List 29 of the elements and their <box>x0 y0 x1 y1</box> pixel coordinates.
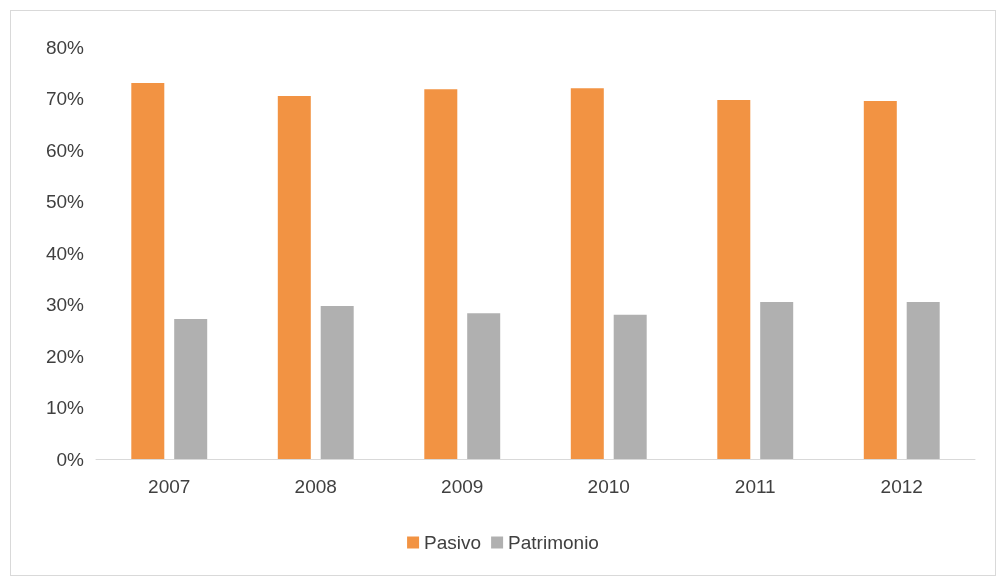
bar <box>863 101 897 459</box>
x-tick-label: 2008 <box>294 476 337 497</box>
bar <box>467 313 501 459</box>
y-tick-label: 0% <box>56 448 85 470</box>
y-tick-label: 20% <box>45 345 85 367</box>
y-tick-label: 70% <box>45 88 85 109</box>
x-tick-label: 2009 <box>441 476 484 497</box>
bar <box>717 100 751 459</box>
y-tick-label: 40% <box>45 242 85 264</box>
bar <box>760 301 794 459</box>
legend-label: Pasivo <box>424 532 482 553</box>
bar <box>424 89 458 459</box>
bar <box>320 306 354 459</box>
bar <box>613 314 647 459</box>
bar <box>131 83 165 459</box>
x-tick-label: 2010 <box>587 476 630 497</box>
y-tick-label: 10% <box>45 397 85 418</box>
x-tick-label: 2012 <box>880 476 923 497</box>
bar <box>277 95 311 459</box>
x-tick-label: 2007 <box>148 476 191 497</box>
bar <box>570 88 604 459</box>
bar <box>906 301 940 459</box>
bar <box>174 318 208 459</box>
x-tick-label: 2011 <box>734 476 776 497</box>
y-tick-label: 80% <box>45 36 85 58</box>
y-tick-label: 60% <box>45 139 85 161</box>
legend-label: Patrimonio <box>508 532 599 553</box>
y-tick-label: 50% <box>45 191 85 212</box>
y-tick-label: 30% <box>45 294 85 315</box>
